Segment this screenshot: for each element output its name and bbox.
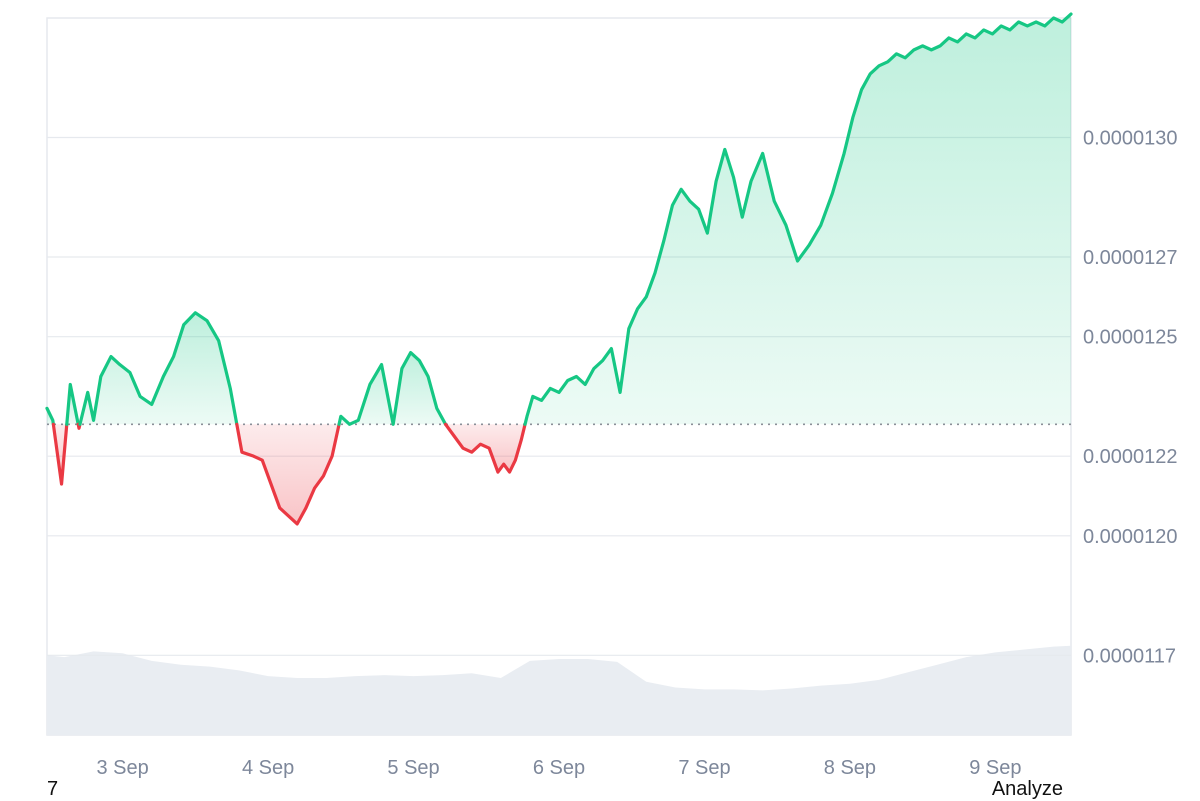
area-below-baseline: [445, 424, 526, 473]
x-tick-label: 6 Sep: [533, 757, 585, 779]
y-tick-label: 0.0000122: [1083, 446, 1178, 468]
volume-area: [47, 645, 1071, 735]
x-axis: 3 Sep 4 Sep 5 Sep 6 Sep 7 Sep 8 Sep 9 Sep: [97, 757, 1022, 779]
y-tick-label: 0.0000130: [1083, 128, 1178, 150]
line-down-segment: [51, 422, 69, 486]
line-up-segment: [523, 12, 1073, 426]
y-tick-label: 0.0000117: [1083, 645, 1176, 667]
area-above-baseline: [339, 352, 446, 425]
x-tick-label: 3 Sep: [97, 757, 149, 779]
x-tick-label: 5 Sep: [387, 757, 439, 779]
y-tick-label: 0.0000125: [1083, 327, 1178, 349]
y-axis: 0.0000130 0.0000127 0.0000125 0.0000122 0.00…: [1083, 128, 1178, 668]
line-up-segment: [78, 311, 239, 426]
footer-left-text: 7: [47, 778, 59, 800]
x-tick-label: 8 Sep: [824, 757, 876, 779]
area-below-baseline: [236, 424, 340, 524]
price-fill: [47, 14, 1071, 524]
area-above-baseline: [79, 312, 237, 425]
y-tick-label: 0.0000127: [1083, 247, 1178, 269]
analyze-link[interactable]: Analyze: [991, 778, 1063, 800]
line-down-segment: [443, 422, 527, 474]
x-tick-label: 4 Sep: [242, 757, 294, 779]
line-up-segment: [337, 351, 448, 426]
line-up-segment: [65, 382, 80, 426]
x-tick-label: 9 Sep: [969, 757, 1021, 779]
y-tick-label: 0.0000120: [1083, 526, 1178, 548]
x-tick-label: 7 Sep: [678, 757, 730, 779]
area-above-baseline: [525, 14, 1071, 425]
price-line: [45, 12, 1073, 526]
line-down-segment: [235, 422, 341, 526]
volume-shape: [47, 645, 1071, 735]
